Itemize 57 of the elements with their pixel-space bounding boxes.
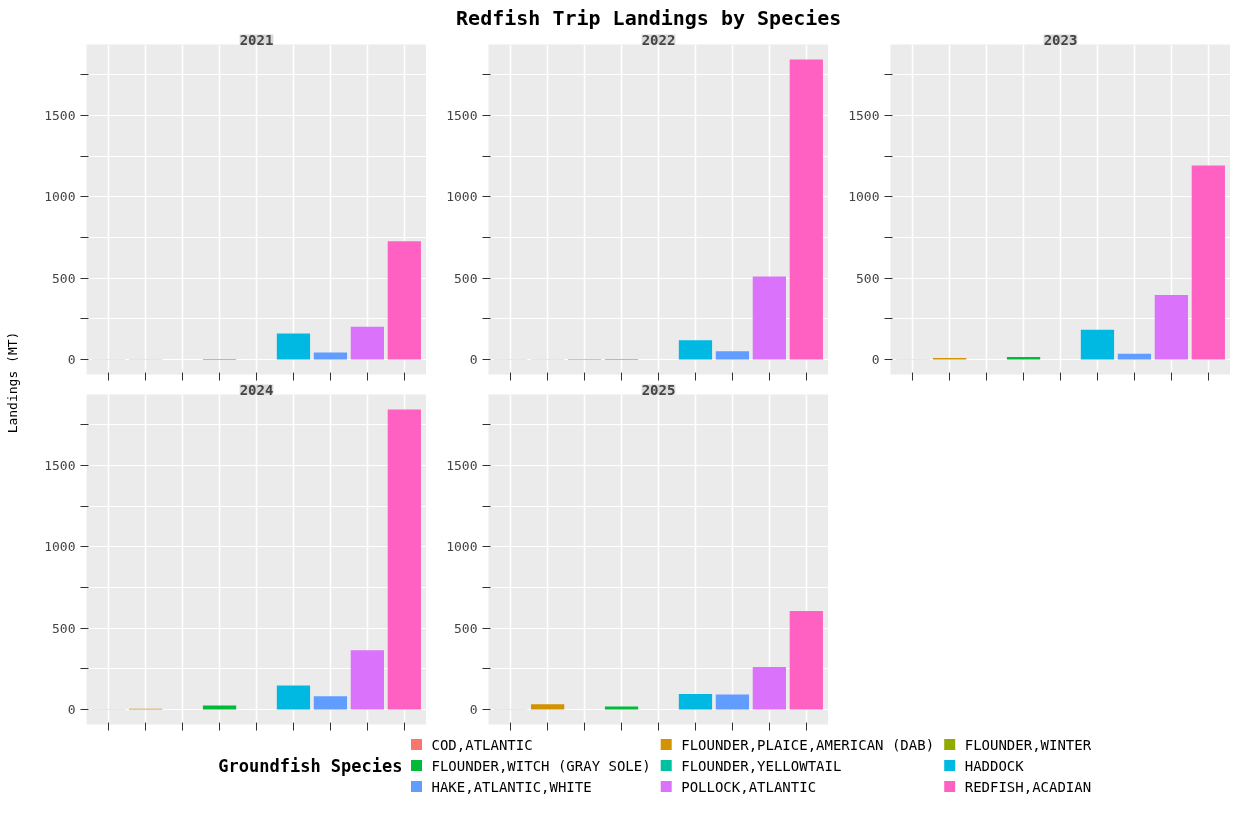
bar	[1080, 329, 1115, 360]
bar	[1191, 165, 1225, 360]
y-tick-label: 1500	[44, 457, 76, 473]
bar	[387, 409, 421, 710]
bar	[678, 340, 713, 360]
bar	[715, 351, 750, 360]
bar	[789, 59, 823, 360]
text: Redfish Trip Landings by Species	[456, 6, 842, 31]
y-tick-label: 1500	[446, 107, 478, 123]
y-tick-label: 500	[52, 620, 76, 636]
bar	[604, 706, 639, 710]
y-axis-title: Landings (MT)	[5, 331, 20, 434]
legend-label: FLOUNDER,YELLOWTAIL	[681, 757, 842, 774]
legend-label: HAKE,ATLANTIC,WHITE	[431, 778, 592, 795]
bar	[276, 685, 311, 710]
bar	[715, 694, 750, 710]
chart-title: 2022	[641, 31, 676, 48]
y-tick-label: 0	[469, 352, 478, 368]
legend-label: FLOUNDER,PLAICE,AMERICAN (DAB)	[681, 736, 935, 753]
bar	[1006, 357, 1041, 360]
legend-title: Groundfish Species	[218, 755, 403, 776]
bar	[1154, 295, 1188, 360]
bar	[1117, 353, 1152, 360]
bar	[531, 704, 565, 710]
bar	[789, 610, 823, 710]
y-tick-label: 0	[469, 702, 478, 718]
chart-title: 2024	[239, 381, 274, 398]
legend-label: FLOUNDER,WINTER	[964, 736, 1092, 753]
y-tick-label: 1000	[44, 539, 76, 555]
bar	[752, 276, 786, 360]
bar	[202, 705, 237, 710]
y-tick-label: 1000	[446, 189, 478, 205]
y-tick-label: 500	[454, 270, 478, 286]
chart-title: 2025	[641, 381, 676, 398]
y-tick-label: 1000	[848, 189, 880, 205]
legend-label: REDFISH,ACADIAN	[964, 778, 1092, 795]
y-tick-label: 0	[871, 352, 880, 368]
y-tick-label: 1000	[44, 189, 76, 205]
y-tick-label: 0	[67, 702, 76, 718]
y-tick-label: 1000	[446, 539, 478, 555]
bar	[752, 666, 786, 710]
bar	[313, 696, 348, 710]
chart-title: 2023	[1043, 31, 1078, 48]
y-tick-label: 1500	[44, 107, 76, 123]
legend-label: POLLOCK,ATLANTIC	[681, 778, 817, 795]
legend-label: HADDOCK	[964, 757, 1025, 774]
y-tick-label: 500	[52, 270, 76, 286]
legend-label: COD,ATLANTIC	[431, 736, 533, 753]
legend-label: FLOUNDER,WITCH (GRAY SOLE)	[431, 757, 651, 774]
y-tick-label: 0	[67, 352, 76, 368]
y-tick-label: 500	[856, 270, 880, 286]
y-tick-label: 1500	[446, 457, 478, 473]
y-tick-label: 500	[454, 620, 478, 636]
chart-title: 2021	[239, 31, 274, 48]
y-tick-label: 1500	[848, 107, 880, 123]
bar	[350, 650, 384, 710]
bar	[678, 693, 713, 710]
